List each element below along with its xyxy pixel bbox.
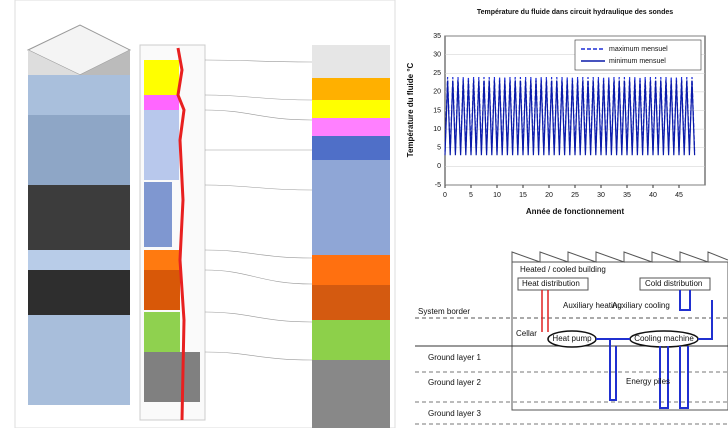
x-tick-label: 30	[597, 192, 605, 199]
label: Cold distribution	[645, 279, 702, 288]
page: Température du fluide dans circuit hydra…	[0, 0, 728, 428]
y-tick-label: 0	[437, 163, 441, 170]
x-tick-label: 40	[649, 192, 657, 199]
layer-bar	[312, 45, 390, 78]
layer-bar	[312, 285, 390, 320]
y-tick-label: 5	[437, 145, 441, 152]
chart-title: Température du fluide dans circuit hydra…	[477, 9, 673, 16]
layer-bar	[312, 160, 390, 255]
log-layer	[144, 250, 180, 270]
heating-pipes	[542, 290, 548, 332]
y-tick-label: 15	[433, 107, 441, 114]
layer-bar	[312, 78, 390, 100]
x-tick-label: 0	[443, 192, 447, 199]
y-axis-label: Température du fluide °C	[406, 62, 415, 157]
legend-label: maximum mensuel	[609, 46, 668, 53]
label: System border	[418, 307, 470, 316]
layer-bar	[312, 360, 390, 428]
column-layer	[28, 185, 130, 250]
layer-bar	[312, 100, 390, 118]
legend-label: minimum mensuel	[609, 58, 666, 65]
x-tick-label: 5	[469, 192, 473, 199]
line-chart: Température du fluide dans circuit hydra…	[406, 9, 705, 216]
label: Heat pump	[552, 334, 592, 343]
log-layer	[144, 312, 180, 352]
column-layer	[28, 315, 130, 405]
log-layer	[144, 60, 179, 95]
x-tick-label: 35	[623, 192, 631, 199]
label: Energy piles	[626, 377, 670, 386]
roof	[512, 252, 728, 262]
y-tick-label: 10	[433, 126, 441, 133]
x-axis-label: Année de fonctionnement	[526, 207, 625, 216]
y-tick-label: -5	[435, 182, 441, 189]
layer-bar	[312, 255, 390, 285]
label: Auxiliary cooling	[612, 301, 670, 310]
label: Heat distribution	[522, 279, 580, 288]
log-layer	[144, 182, 172, 247]
geology-panel	[15, 0, 395, 428]
column-layer	[28, 270, 130, 315]
label: Ground layer 2	[428, 378, 481, 387]
legend-box	[575, 40, 701, 70]
energy-pile-diagram: Heated / cooled building Heat distributi…	[415, 252, 728, 424]
column-layer	[28, 250, 130, 270]
label: Cooling machine	[634, 334, 694, 343]
x-tick-label: 10	[493, 192, 501, 199]
column-layer	[28, 115, 130, 185]
x-tick-label: 25	[571, 192, 579, 199]
log-layer	[144, 95, 179, 110]
log-layer	[144, 352, 200, 402]
x-tick-label: 15	[519, 192, 527, 199]
y-tick-label: 20	[433, 89, 441, 96]
y-tick-label: 25	[433, 70, 441, 77]
log-layer	[144, 270, 180, 310]
label: Ground layer 3	[428, 409, 481, 418]
column-layer	[28, 75, 130, 115]
label: Heated / cooled building	[520, 265, 606, 274]
log-layer	[144, 110, 179, 180]
layer-bar	[312, 136, 390, 160]
layer-bar	[312, 320, 390, 360]
y-tick-label: 30	[433, 51, 441, 58]
label: Ground layer 1	[428, 353, 481, 362]
y-tick-label: 35	[433, 33, 441, 40]
x-tick-label: 45	[675, 192, 683, 199]
x-tick-label: 20	[545, 192, 553, 199]
layer-bar	[312, 118, 390, 136]
label: Cellar	[516, 329, 537, 338]
